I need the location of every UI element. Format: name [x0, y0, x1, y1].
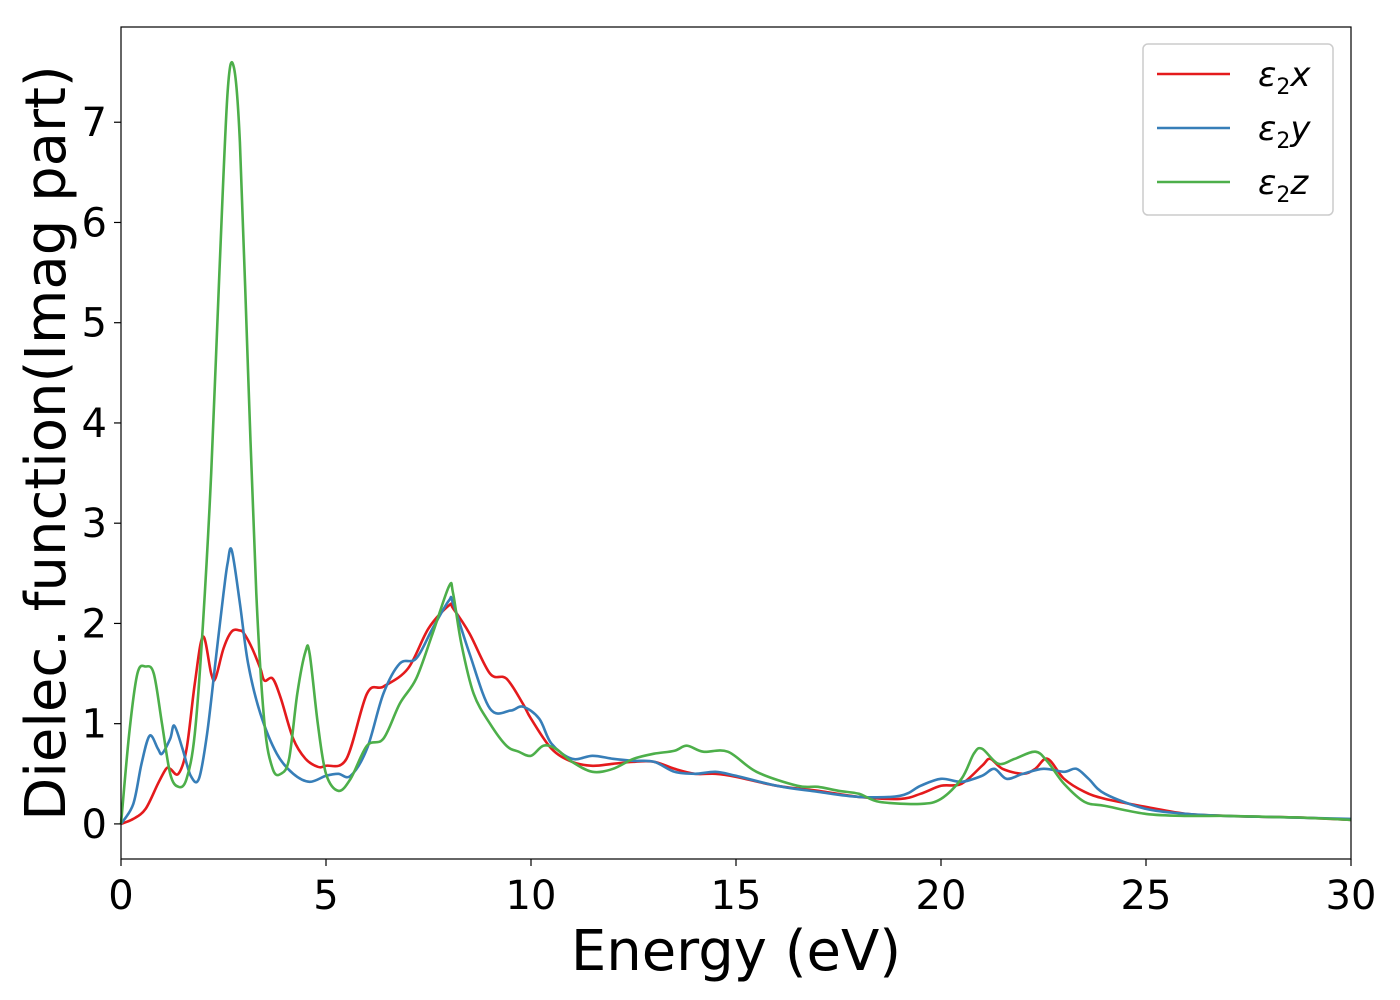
legend-label-z: ε2z: [1258, 163, 1309, 208]
x-axis-title: Energy (eV): [571, 919, 901, 984]
y-tick-label: 0: [82, 802, 107, 848]
x-tick-label: 15: [711, 873, 762, 919]
x-tick-label: 30: [1326, 873, 1377, 919]
series-layer: [119, 61, 1352, 826]
series-line-x: [120, 602, 1352, 826]
x-tick-label: 0: [108, 873, 133, 919]
y-tick-label: 5: [82, 301, 107, 347]
y-tick-label: 6: [82, 200, 107, 246]
legend-label-y: ε2y: [1258, 109, 1311, 154]
series-line-y: [119, 547, 1352, 825]
x-tick-label: 5: [313, 873, 338, 919]
y-axis-title: Dielec. function(Imag part): [14, 65, 79, 821]
y-tick-label: 2: [82, 601, 107, 647]
x-tick-label: 20: [916, 873, 967, 919]
legend-label-x: ε2x: [1258, 55, 1311, 100]
y-axis: 0 1 2 3 4 5 6 7: [82, 100, 121, 848]
y-tick-label: 1: [82, 702, 107, 748]
y-tick-label: 7: [82, 100, 107, 146]
x-tick-label: 25: [1121, 873, 1172, 919]
series-line-z: [119, 61, 1352, 825]
x-axis: 0 5 10 15 20 25 30: [108, 859, 1376, 919]
legend: ε2x ε2y ε2z: [1142, 43, 1334, 216]
x-tick-label: 10: [506, 873, 557, 919]
y-tick-label: 3: [82, 501, 107, 547]
y-tick-label: 4: [82, 401, 107, 447]
legend-box: [1142, 43, 1334, 216]
